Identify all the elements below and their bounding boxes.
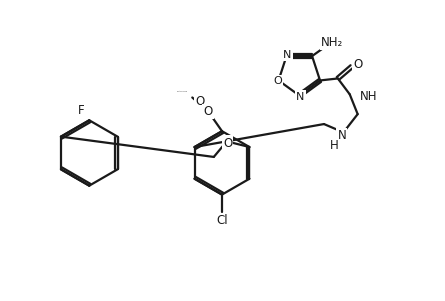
- Text: methyl hidden: methyl hidden: [177, 91, 187, 92]
- Text: O: O: [203, 105, 213, 118]
- Text: N: N: [337, 129, 346, 142]
- Text: NH₂: NH₂: [321, 36, 343, 49]
- Text: N: N: [283, 50, 291, 60]
- Text: O: O: [223, 137, 232, 150]
- Text: O: O: [273, 76, 282, 86]
- Text: N: N: [296, 92, 304, 101]
- Text: H: H: [329, 139, 338, 152]
- Text: NH: NH: [360, 90, 377, 103]
- Text: O: O: [353, 58, 362, 71]
- Text: O: O: [196, 95, 205, 108]
- Text: F: F: [78, 104, 85, 117]
- Text: Cl: Cl: [216, 214, 228, 227]
